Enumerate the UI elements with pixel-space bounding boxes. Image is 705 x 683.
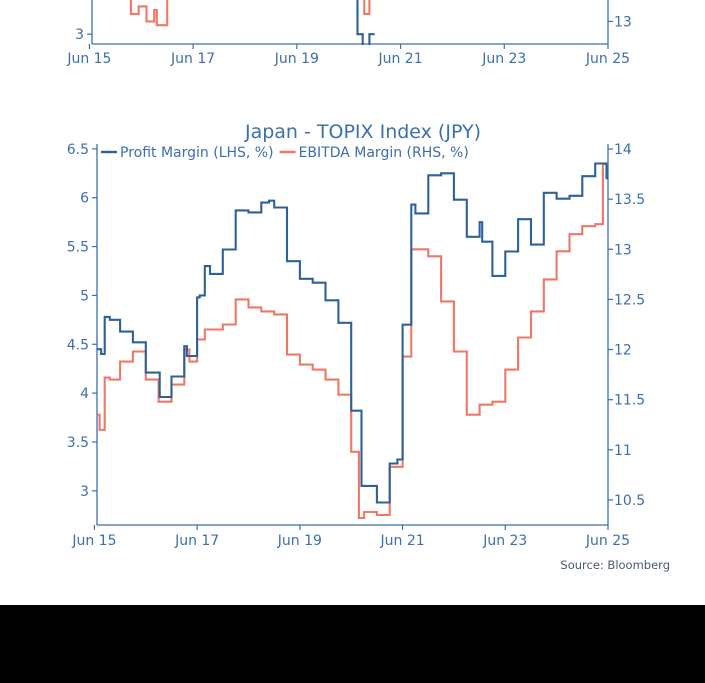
x-tick-label: Jun 15	[71, 533, 116, 549]
right-y-tick-label: 11	[614, 443, 632, 459]
x-tick-label: Jun 23	[481, 51, 526, 67]
right-y-tick-label: 13	[614, 242, 632, 258]
x-tick-label: Jun 25	[585, 51, 630, 67]
right-y-tick-label: 12.5	[614, 292, 645, 308]
right-y-tick-label: 10.5	[614, 493, 645, 509]
x-tick-label: Jun 21	[380, 533, 425, 549]
right-y-tick-label: 12	[614, 343, 632, 359]
right-y-tick-label: 13	[614, 14, 632, 30]
ebitda-margin-series-line	[129, 0, 371, 27]
left-y-tick-label: 3	[75, 27, 84, 43]
legend-label: Profit Margin (LHS, %)	[120, 145, 274, 161]
left-y-tick-label: 4	[80, 386, 89, 402]
x-tick-label: Jun 17	[170, 51, 215, 67]
left-y-tick-label: 6	[80, 191, 89, 207]
x-tick-label: Jun 25	[585, 533, 630, 549]
ebitda-margin-series-line	[97, 163, 608, 520]
right-y-tick-label: 14	[614, 142, 632, 158]
right-y-tick-label: 13.5	[614, 192, 645, 208]
source-note: Source: Bloomberg	[560, 558, 670, 572]
profit-margin-series-line	[97, 162, 608, 504]
left-y-tick-label: 3.5	[67, 435, 89, 451]
chart-title: Japan - TOPIX Index (JPY)	[244, 121, 481, 143]
x-tick-label: Jun 19	[274, 51, 319, 67]
left-y-tick-label: 5	[80, 288, 89, 304]
left-y-tick-label: 6.5	[67, 142, 89, 158]
legend-label: EBITDA Margin (RHS, %)	[299, 145, 469, 161]
x-tick-label: Jun 19	[277, 533, 322, 549]
right-y-tick-label: 11.5	[614, 393, 645, 409]
left-y-tick-label: 5.5	[67, 240, 89, 256]
left-y-tick-label: 3	[80, 484, 89, 500]
x-tick-label: Jun 23	[482, 533, 527, 549]
left-y-tick-label: 4.5	[67, 337, 89, 353]
profit-margin-series-line	[356, 0, 375, 45]
x-tick-label: Jun 21	[377, 51, 422, 67]
black-band	[0, 605, 705, 683]
chart-canvas: Jun 15 Jun 17 Jun 19 Jun 21 Jun 23 Jun 25 3 13 J…	[66, 0, 645, 549]
x-tick-label: Jun 17	[174, 533, 219, 549]
x-tick-label: Jun 15	[66, 51, 111, 67]
